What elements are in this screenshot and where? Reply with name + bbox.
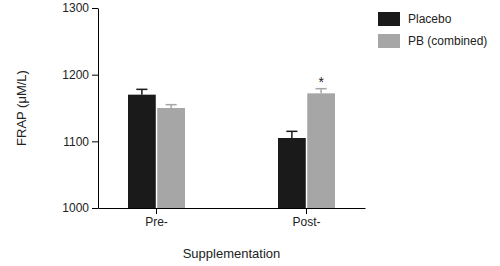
tick: 1000 <box>62 201 98 215</box>
error-cap <box>286 131 297 133</box>
tick-mark <box>92 8 98 9</box>
error-stem <box>291 131 293 138</box>
x-axis-title: Supplementation <box>183 246 281 261</box>
error-cap <box>136 89 147 91</box>
legend-label: PB (combined) <box>408 34 487 48</box>
y-axis: 1000 1100 1200 1300 <box>62 1 98 215</box>
x-axis: Pre- Post- <box>99 208 366 229</box>
legend-label: Placebo <box>408 12 452 26</box>
tick: Pre- <box>145 208 168 229</box>
axis-line <box>99 208 366 209</box>
error-bar <box>136 89 147 94</box>
tick-label: Post- <box>292 215 320 229</box>
plot-area <box>128 89 335 208</box>
legend-swatch <box>378 34 400 48</box>
bar <box>278 138 306 208</box>
chart: 1000 1100 1200 1300 Pre- Post- Supplementation… <box>0 0 500 266</box>
legend: Placebo PB (combined) <box>378 12 487 48</box>
legend-swatch <box>378 12 400 26</box>
axis-line <box>98 9 99 209</box>
tick-label: 1100 <box>63 135 89 149</box>
bar <box>157 108 185 208</box>
tick-label: Pre- <box>145 215 168 229</box>
tick-mark <box>306 208 307 214</box>
error-bar <box>166 105 177 108</box>
legend-item: PB (combined) <box>378 34 487 48</box>
error-cap <box>166 104 177 106</box>
error-bar <box>286 131 297 138</box>
tick-label: 1000 <box>62 201 89 215</box>
tick: 1100 <box>63 135 98 149</box>
bar-series <box>128 89 306 208</box>
error-stem <box>141 89 143 94</box>
bar-series <box>157 89 335 208</box>
y-axis-title: FRAP (μM/L) <box>14 70 29 146</box>
tick: 1200 <box>62 68 98 82</box>
tick-label: 1300 <box>62 1 89 15</box>
tick-mark <box>92 141 98 142</box>
legend-item: Placebo <box>378 12 452 26</box>
tick-mark <box>92 208 98 209</box>
tick-label: 1200 <box>62 68 89 82</box>
tick: Post- <box>292 208 320 229</box>
annotation: * <box>318 74 324 90</box>
bar <box>307 93 335 208</box>
tick-mark <box>156 208 157 214</box>
tick-mark <box>92 75 98 76</box>
tick: 1300 <box>62 1 98 15</box>
bar <box>128 95 156 208</box>
